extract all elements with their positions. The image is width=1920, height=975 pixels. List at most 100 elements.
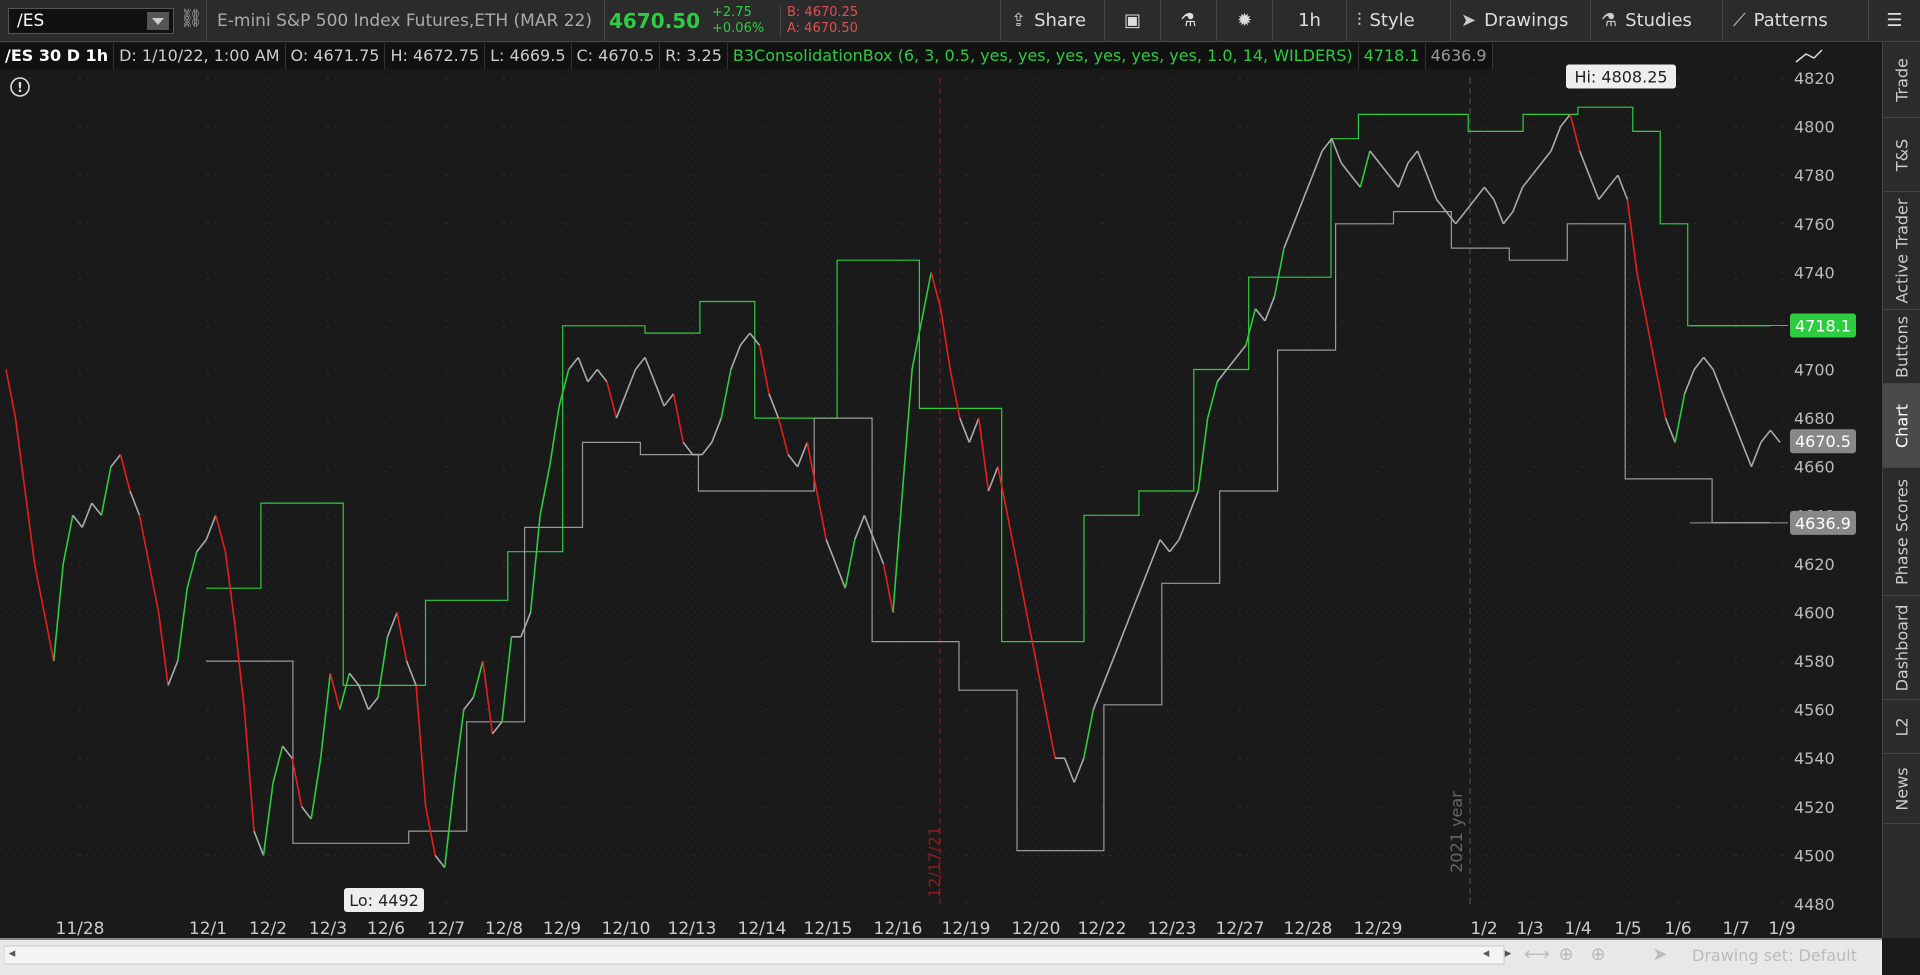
price-segment: [796, 442, 808, 467]
x-tick-label: 1/6: [1664, 919, 1691, 938]
price-segment: [1588, 174, 1600, 200]
x-tick-label: 12/9: [543, 919, 581, 938]
scrollbar-track[interactable]: [3, 944, 1524, 966]
tab-buttons[interactable]: Buttons: [1883, 310, 1920, 384]
price-segment: [1636, 272, 1648, 322]
price-segment: [224, 551, 236, 625]
price-segment: [1722, 393, 1734, 419]
chart-canvas[interactable]: 4820480047804760474047204700468046604640…: [0, 42, 1882, 938]
x-tick-label: 12/1: [189, 919, 227, 938]
scroll-left-icon[interactable]: ◂: [8, 946, 16, 961]
price-segment: [43, 612, 55, 662]
price-segment: [1092, 685, 1104, 710]
drawings-button[interactable]: ➤ Drawings: [1450, 0, 1590, 42]
x-tick-label: 12/28: [1284, 919, 1333, 938]
price-segment: [491, 721, 503, 735]
price-segment: [33, 563, 45, 613]
scroll-left-end-icon[interactable]: ◂: [1482, 946, 1490, 961]
price-segment: [529, 515, 541, 613]
price-segment: [1521, 174, 1533, 188]
price-segment: [1035, 660, 1047, 710]
tab-phase-scores[interactable]: Phase Scores: [1883, 468, 1920, 596]
price-segment: [634, 356, 646, 370]
price-segment: [157, 612, 169, 686]
menu-icon: ☰: [1886, 10, 1903, 31]
price-segment: [91, 502, 103, 516]
info-study[interactable]: B3ConsolidationBox (6, 3, 0.5, yes, yes,…: [727, 43, 1359, 69]
price-segment: [234, 624, 246, 710]
timeframe-button[interactable]: 1h: [1272, 0, 1346, 42]
price-segment: [1006, 515, 1018, 565]
horizontal-scrollbar[interactable]: [3, 944, 1524, 966]
quick-quote-button[interactable]: ▣: [1104, 0, 1160, 42]
box-upper-line: [206, 106, 1770, 686]
price-segment: [1731, 417, 1743, 443]
top-toolbar: /ES ⛓ E-mini S&P 500 Index Futures,ETH (…: [0, 0, 1920, 42]
y-tick-label: 4800: [1794, 118, 1835, 137]
price-segment: [138, 515, 150, 565]
price-segment: [1321, 138, 1333, 152]
tab-trade[interactable]: Trade: [1883, 42, 1920, 118]
gear-icon: ✹: [1236, 10, 1253, 31]
tab-chart[interactable]: Chart: [1883, 384, 1920, 468]
price-segment: [1292, 199, 1304, 225]
price-segment: [52, 563, 64, 662]
price-segment: [329, 672, 341, 710]
style-button[interactable]: ⫶ Style: [1346, 0, 1450, 42]
price-segment: [5, 369, 17, 419]
price-segment: [1311, 150, 1323, 176]
info-open: O: 4671.75: [285, 43, 386, 69]
pointer-icon[interactable]: ➤: [1652, 944, 1668, 965]
price-segment: [262, 782, 274, 856]
x-tick-label: 12/14: [738, 919, 787, 938]
y-tick-label: 4580: [1794, 652, 1835, 671]
price-chart[interactable]: 4820480047804760474047204700468046604640…: [0, 42, 1882, 938]
price-segment: [301, 806, 312, 820]
tab-news[interactable]: News: [1883, 754, 1920, 824]
price-change: +2.75 +0.06%: [712, 5, 772, 37]
studies-button[interactable]: ⚗ Studies: [1590, 0, 1722, 42]
link-icon[interactable]: ⛓: [180, 8, 203, 29]
price-segment: [396, 612, 408, 662]
tab-t-s[interactable]: T&S: [1883, 118, 1920, 192]
y-tick-label: 4520: [1794, 798, 1835, 817]
scroll-right-icon[interactable]: ▸: [1504, 946, 1512, 961]
price-segment: [835, 563, 847, 589]
tab-dashboard[interactable]: Dashboard: [1883, 596, 1920, 700]
y-tick-label: 4760: [1794, 215, 1835, 234]
price-segment: [358, 685, 370, 710]
symbol-selector[interactable]: /ES: [8, 8, 174, 34]
symbol-dropdown-icon[interactable]: [147, 12, 169, 30]
price-segment: [1159, 539, 1171, 553]
flask-icon: ⚗: [1180, 10, 1197, 31]
price-segment: [215, 515, 227, 552]
x-tick-label: 1/9: [1768, 919, 1795, 938]
zoom-icon[interactable]: ⊕: [1590, 944, 1606, 965]
patterns-button[interactable]: ⟋ Patterns: [1722, 0, 1868, 42]
price-segment: [272, 745, 284, 783]
lab-button[interactable]: ⚗: [1160, 0, 1216, 42]
price-segment: [339, 672, 351, 710]
price-segment: [1512, 187, 1524, 212]
drawing-set-label[interactable]: Drawing set: Default: [1692, 946, 1858, 965]
price-segment: [310, 758, 322, 820]
upper-box-price-tag: 4718.1: [1795, 317, 1851, 336]
settings-button[interactable]: ✹: [1216, 0, 1272, 42]
price-segment: [1073, 757, 1085, 783]
price-segment: [758, 345, 770, 394]
share-button[interactable]: ⇪ Share: [1000, 0, 1104, 42]
crosshair-icon[interactable]: ⊕: [1558, 944, 1574, 965]
price-segment: [939, 308, 951, 370]
menu-button[interactable]: ☰: [1868, 0, 1920, 42]
price-segment: [1350, 174, 1361, 188]
x-tick-label: 1/3: [1516, 919, 1543, 938]
price-segment: [1016, 563, 1028, 613]
tab-active-trader[interactable]: Active Trader: [1883, 192, 1920, 310]
share-icon: ⇪: [1011, 10, 1027, 31]
tab-l2[interactable]: L2: [1883, 700, 1920, 754]
pan-icon[interactable]: ⟷: [1524, 944, 1550, 965]
chart-info-bar: /ES 30 D 1h D: 1/10/22, 1:00 AM O: 4671.…: [0, 43, 1493, 69]
price-segment: [1254, 308, 1266, 322]
x-tick-label: 11/28: [56, 919, 105, 938]
price-segment: [1626, 199, 1638, 273]
